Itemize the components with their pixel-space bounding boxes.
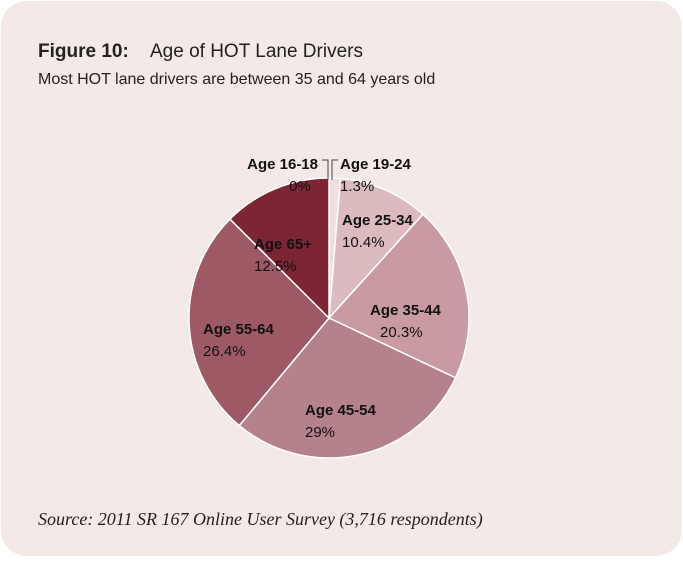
pie-slice <box>188 218 331 427</box>
leader-line <box>322 159 329 180</box>
pie-slice <box>238 317 457 459</box>
leader-line <box>331 159 338 180</box>
slice-value: 10.4% <box>342 234 385 251</box>
slice-value: 0% <box>289 178 311 195</box>
pie-slice <box>328 177 425 321</box>
slice-value: 29% <box>305 424 335 441</box>
slice-name: Age 35-44 <box>370 302 442 319</box>
slice-name: Age 45-54 <box>305 402 377 419</box>
chart-subtitle: Most HOT lane drivers are between 35 and… <box>38 71 435 88</box>
slice-value: 1.3% <box>340 178 374 195</box>
source-note: Source: 2011 SR 167 Online User Survey (… <box>38 509 483 530</box>
slice-value: 12.5% <box>254 258 297 275</box>
slice-name: Age 19-24 <box>340 156 412 173</box>
figure-label: Figure 10: <box>38 41 129 62</box>
slice-name: Age 16-18 <box>247 156 318 173</box>
slice-name: Age 65+ <box>254 236 312 253</box>
chart-title: Age of HOT Lane Drivers <box>150 41 363 62</box>
slice-value: 26.4% <box>203 343 246 360</box>
slice-name: Age 55-64 <box>203 321 275 338</box>
pie-slice <box>327 213 470 379</box>
pie-slice <box>228 177 330 320</box>
slice-value: 20.3% <box>380 324 423 341</box>
slice-name: Age 25-34 <box>342 212 414 229</box>
